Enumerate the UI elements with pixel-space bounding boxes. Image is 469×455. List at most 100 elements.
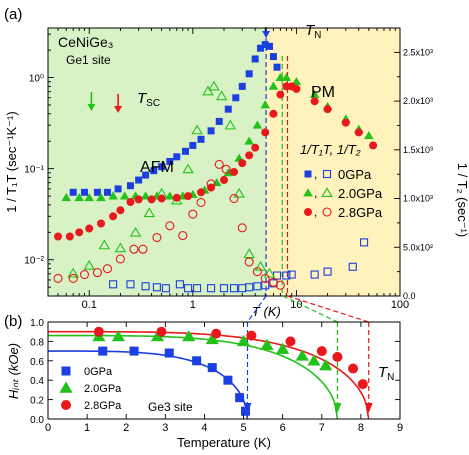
a-circle-filled-2-18 (245, 151, 254, 160)
legend-a-comma-0: , (314, 167, 317, 181)
a-yr-tick-label-3: 1.5x10³ (403, 145, 433, 155)
a-circle-filled-2-10 (157, 194, 166, 203)
b-square-0-7 (241, 406, 251, 416)
a-yr-tick-label-1: 5.0x10² (403, 242, 433, 252)
a-triangle-open-1-10 (202, 85, 214, 96)
a-square-filled-0-22 (256, 44, 264, 52)
a-square-filled-0-12 (182, 147, 190, 155)
a-square-open-0-1 (126, 280, 135, 289)
a-circle-filled-2-0 (54, 232, 63, 241)
a-circle-filled-2-13 (197, 188, 206, 197)
b-x-tick-label-6: 6 (280, 422, 286, 434)
b-y-tick-label-0: 0.0 (30, 415, 44, 426)
a-circle-open-2-13 (206, 179, 216, 189)
a-circle-filled-2-25 (292, 84, 301, 93)
a-triangle-open-1-14 (233, 187, 245, 198)
panel-a-x-title: T (K) (252, 304, 281, 319)
a-triangle-filled-1-9 (165, 191, 175, 200)
a-triangle-filled-1-5 (119, 191, 130, 200)
legend-a-label-1: 2.0GPa (338, 186, 383, 201)
pm-region-label: PM (311, 84, 335, 101)
a-circle-open-2-14 (214, 159, 224, 169)
b-y-tick-label-3: 0.6 (30, 357, 44, 368)
panel-a-data-marks (53, 27, 378, 293)
a-yr-tick-label-0: 0.0 (403, 291, 416, 301)
a-circle-filled-2-4 (97, 219, 106, 228)
panel-a: 0.1 1 10 100 10⁰ 10⁻¹ 10⁻² 0.0 5.0x10² 1.0x10³ 1.5… (24, 27, 433, 311)
a-square-filled-0-19 (238, 82, 246, 90)
b-y-tick-label-5: 1.0 (30, 318, 44, 329)
panel-b-frame (47, 321, 401, 420)
a-triangle-open-1-12 (215, 90, 228, 101)
a-triangle-filled-1-4 (108, 191, 118, 200)
legend-a-comma-2: , (314, 205, 317, 219)
a-triangle-open-1-3 (114, 242, 127, 253)
b-circle-2-5 (316, 346, 327, 357)
a-circle-open-2-5 (115, 254, 125, 264)
b-square-0-6 (235, 393, 245, 403)
b-triangle-1-6 (260, 338, 274, 350)
tsc-arrow-green (87, 92, 96, 111)
a-triangle-filled-1-13 (211, 178, 222, 187)
b-circle-2-8 (357, 379, 368, 390)
a-square-filled-0-24 (266, 42, 274, 50)
a-circle-filled-2-7 (126, 198, 135, 207)
a-circle-filled-2-29 (354, 128, 363, 137)
a-square-filled-0-21 (251, 55, 259, 63)
panel-b-data-marks (92, 326, 368, 416)
b-x-tick-label-0: 0 (45, 422, 51, 434)
a-triangle-open-1-16 (254, 260, 267, 271)
a-square-open-0-7 (193, 284, 202, 293)
legend-a-filled-1 (303, 188, 313, 197)
b-square-0-4 (207, 363, 217, 373)
a-circle-open-2-6 (129, 244, 139, 254)
b-y-tick-label-1: 0.2 (30, 396, 44, 407)
a-triangle-filled-1-1 (74, 192, 84, 202)
b-y-tick-label-2: 0.4 (30, 376, 44, 387)
b-x-tick-label-8: 8 (358, 422, 364, 434)
b-circle-2-1 (156, 326, 167, 337)
b-triangle-1-5 (236, 334, 251, 347)
panel-b-ticks: 0 1 2 3 4 5 6 7 8 9 0.0 0.2 0.4 0.6 0.8 1.0 (30, 318, 403, 434)
a-circle-filled-2-3 (85, 224, 94, 233)
b-triangle-1-9 (307, 354, 321, 366)
a-square-open-0-4 (161, 284, 170, 293)
panel-a-y-right-title: 1 / T₂ (sec⁻¹) (455, 163, 469, 238)
b-x-tick-label-1: 1 (84, 422, 90, 434)
a-circle-open-2-2 (79, 270, 90, 280)
a-triangle-open-1-8 (182, 163, 194, 174)
site-label-ge3: Ge3 site (148, 400, 193, 414)
panel-b-y-title: Hᵢₙₜ (kOe) (6, 343, 21, 399)
tn-label-a: TN (305, 22, 321, 41)
legend-b-label-1: 2.0GPa (84, 383, 122, 395)
a-triangle-filled-1-19 (268, 81, 279, 90)
a-circle-open-2-1 (68, 273, 78, 284)
a-yl-tick-label-2: 10⁻² (24, 256, 44, 267)
a-square-filled-0-13 (189, 141, 197, 149)
a-circle-open-2-10 (178, 231, 188, 241)
legend-a-filled-0 (304, 170, 312, 178)
a-square-open-0-10 (229, 284, 239, 293)
panel-a-legend: , 0GPa, 2.0GPa, 2.8GPa (303, 167, 383, 220)
a-square-filled-0-16 (215, 117, 223, 125)
a-yl-tick-label-1: 10⁻¹ (24, 165, 44, 176)
b-triangle-1-8 (295, 349, 309, 361)
a-triangle-filled-1-17 (252, 120, 263, 129)
b-circle-2-3 (246, 330, 257, 341)
a-triangle-filled-1-18 (260, 100, 271, 109)
a-square-filled-0-8 (150, 167, 158, 175)
a-circle-open-2-16 (229, 193, 239, 204)
legend-a-label-0: 0GPa (338, 167, 372, 182)
connector-1 (282, 295, 338, 323)
b-circle-2-4 (285, 336, 296, 347)
a-triangle-filled-1-0 (61, 192, 72, 202)
a-square-open-0-18 (287, 270, 296, 279)
b-triangle-1-10 (319, 359, 333, 371)
a-square-filled-0-6 (135, 176, 143, 184)
a-x-tick-label-3: 100 (391, 299, 409, 311)
a-x-tick-label-2: 10 (290, 299, 302, 311)
a-square-open-0-12 (245, 283, 254, 292)
tsc-arrow-green-head (87, 104, 96, 111)
a-triangle-filled-1-2 (84, 192, 95, 202)
